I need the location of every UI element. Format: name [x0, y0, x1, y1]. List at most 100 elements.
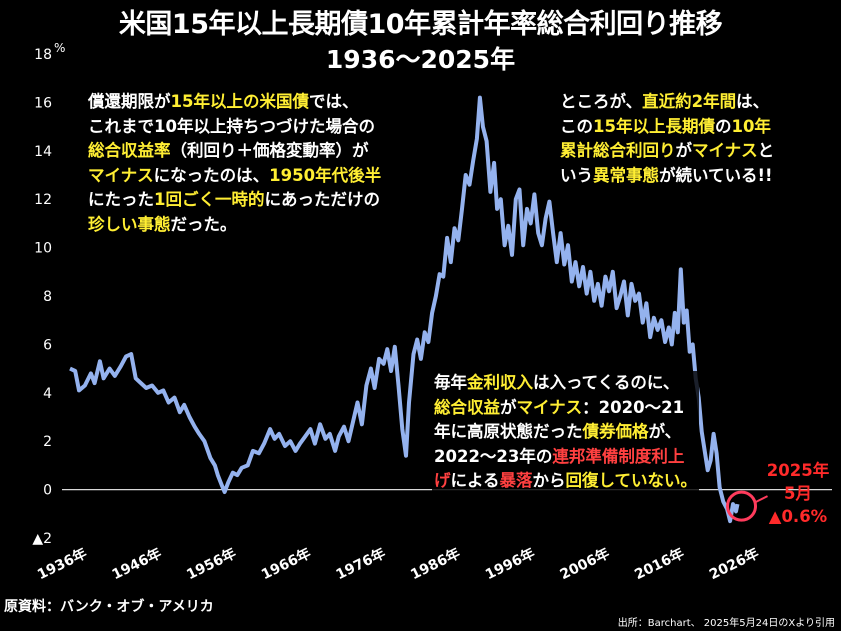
y-tick-label: 6	[43, 337, 52, 353]
note-segment: 債券価格	[582, 422, 649, 441]
note-line: 年に高原状態だった債券価格が、	[434, 420, 697, 445]
y-tick-label: 2	[43, 434, 52, 450]
note-segment: と	[757, 141, 775, 160]
note-line: これまで10年以上持ちつづけた場合の	[88, 115, 381, 140]
note-segment: 暴落	[499, 471, 533, 490]
note-segment: だった。	[170, 214, 237, 234]
note-segment: 2022〜23年の	[434, 446, 553, 466]
note-segment: ：2020〜21	[582, 397, 685, 417]
note-line: 2022〜23年の連邦準備制度利上	[434, 445, 697, 470]
note-line: いう異常事態が続いている!!	[560, 164, 774, 189]
y-tick-label: ▲2	[32, 531, 52, 547]
note-line: 毎年金利収入は入ってくるのに、	[434, 371, 697, 396]
credit-line: 出所：Barchart、 2025年5月24日のXより引用	[617, 618, 835, 629]
x-tick-label: 2016年	[632, 545, 687, 583]
y-tick-label: 0	[43, 483, 52, 499]
y-tick-label: 10	[34, 241, 52, 257]
x-tick-label: 2006年	[557, 545, 612, 583]
note-line: 総合収益率（利回り＋価格変動率）が	[88, 139, 381, 164]
note-line: にたった1回ごく一時的にあっただけの	[88, 188, 381, 213]
note-segment: 償還期限が	[88, 92, 171, 111]
note-segment: マイナス	[516, 397, 583, 417]
x-axis: 1936年 1946年 1956年 1966年 1976年 1986年 1996年 2006年…	[34, 545, 761, 583]
note-segment: これまで10年以上持ちつづけた場合の	[88, 116, 375, 136]
note-line: マイナスになったのは、1950年代後半	[88, 164, 381, 189]
note-segment: 回復していない。	[565, 471, 698, 490]
note-segment: げ	[434, 471, 451, 490]
note-segment: 総合収益率	[88, 141, 171, 160]
note-historical: 償還期限が15年以上の米国債では、 これまで10年以上持ちつづけた場合の 総合収益率…	[88, 90, 381, 237]
latest-value: ▲0.6%	[768, 507, 828, 526]
note-segment: 累計総合利回り	[560, 141, 676, 160]
note-segment: 10年	[731, 116, 771, 136]
note-segment: 総合収益	[434, 397, 500, 417]
note-line: げによる暴落から回復していない。	[434, 469, 697, 494]
note-segment: になったのは、	[153, 165, 270, 185]
chart-title: 米国15年以上長期債10年累計年率総合利回り推移	[118, 9, 723, 40]
x-tick-label: 1946年	[109, 545, 164, 583]
note-explanation: 毎年金利収入は入ってくるのに、 総合収益がマイナス：2020〜21 年に高原状態だっ…	[432, 371, 700, 494]
y-tick-label: 8	[43, 289, 52, 305]
series-line	[69, 95, 740, 524]
y-tick-label: 18	[34, 47, 52, 63]
x-tick-label: 1986年	[408, 545, 463, 583]
note-segment: が	[500, 397, 517, 417]
note-segment: 異常事態	[593, 165, 659, 185]
latest-month: 5月	[784, 484, 812, 503]
note-segment: 15年以上の	[170, 92, 260, 111]
y-tick-label: 4	[43, 386, 52, 402]
note-segment: が続いている!!	[659, 165, 773, 185]
note-segment: にたった	[88, 190, 154, 209]
y-unit-label: %	[54, 41, 65, 55]
note-segment: （利回り＋価格変動率）が	[170, 141, 369, 160]
y-tick-label: 16	[34, 95, 52, 111]
note-segment: 年に高原状態だった	[434, 422, 583, 441]
note-segment: は入ってくるのに、	[533, 373, 680, 392]
note-segment: 直近約2年間	[642, 92, 737, 111]
note-segment: にあっただけの	[264, 190, 380, 209]
note-segment: 15年以上長期債	[593, 116, 715, 136]
note-segment: 連邦準備制度利上	[552, 446, 685, 466]
note-segment: いう	[560, 165, 593, 185]
y-tick-label: 14	[34, 144, 52, 160]
note-line: ところが、直近約2年間は、	[560, 90, 774, 115]
note-segment: 米国債	[259, 92, 309, 111]
latest-value-annotation: 2025年 5月 ▲0.6%	[758, 459, 838, 528]
note-segment: この	[560, 116, 593, 136]
latest-value-circle	[726, 490, 758, 522]
note-line: 総合収益がマイナス：2020〜21	[434, 396, 697, 421]
x-tick-label: 1996年	[482, 545, 537, 583]
note-line: この15年以上長期債の10年	[560, 115, 774, 140]
note-segment: では、	[308, 92, 359, 111]
x-tick-label: 1976年	[333, 545, 388, 583]
note-segment: の	[714, 116, 732, 136]
x-tick-label: 1966年	[258, 545, 313, 583]
note-segment: が、	[648, 422, 682, 441]
note-line: 累計総合利回りがマイナスと	[560, 139, 774, 164]
data-source: 原資料：バンク・オブ・アメリカ	[4, 599, 214, 615]
x-tick-label: 1936年	[34, 545, 89, 583]
latest-year: 2025年	[766, 461, 830, 480]
note-segment: ところが、	[560, 92, 643, 111]
note-line: 償還期限が15年以上の米国債では、	[88, 90, 381, 115]
x-tick-label: 1956年	[184, 545, 239, 583]
y-tick-label: 12	[34, 192, 52, 208]
note-segment: マイナス	[692, 141, 758, 160]
note-segment: 毎年	[434, 373, 467, 392]
y-axis: 18 16 14 12 10 8 6 4 2 0 ▲2%	[32, 41, 65, 547]
note-segment: による	[450, 471, 500, 490]
note-line: 珍しい事態だった。	[88, 213, 381, 238]
note-segment: 金利収入	[467, 373, 533, 392]
note-segment: が	[675, 141, 693, 160]
note-segment: 1950年代後半	[269, 165, 382, 185]
note-segment: 珍しい事態	[88, 214, 171, 234]
note-segment: から	[532, 471, 566, 490]
note-segment: マイナス	[88, 165, 154, 185]
note-segment: 1回ごく一時的	[154, 190, 265, 209]
note-recent: ところが、直近約2年間は、 この15年以上長期債の10年 累計総合利回りがマイナスと…	[560, 90, 774, 188]
x-tick-label: 2026年	[706, 545, 761, 583]
latest-value-leader	[755, 495, 768, 504]
chart-subtitle: 1936〜2025年	[325, 45, 516, 74]
